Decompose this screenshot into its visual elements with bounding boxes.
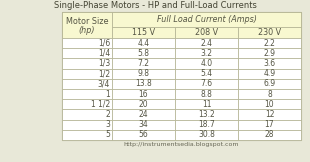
Text: 8.8: 8.8 bbox=[201, 90, 212, 99]
Bar bbox=[238, 48, 301, 58]
Text: 18.7: 18.7 bbox=[198, 120, 215, 129]
Bar bbox=[238, 69, 301, 79]
Text: 17: 17 bbox=[265, 120, 274, 129]
Bar bbox=[112, 12, 301, 27]
Text: 1/3: 1/3 bbox=[98, 59, 110, 68]
Bar bbox=[175, 130, 238, 140]
Bar bbox=[112, 120, 175, 130]
Bar bbox=[238, 38, 301, 48]
Text: Full Load Current (Amps): Full Load Current (Amps) bbox=[157, 15, 256, 24]
Text: 20: 20 bbox=[139, 100, 148, 109]
Text: Single-Phase Motors - HP and Full-Load Currents: Single-Phase Motors - HP and Full-Load C… bbox=[54, 0, 256, 10]
Text: 12: 12 bbox=[265, 110, 274, 119]
Bar bbox=[112, 109, 175, 120]
Text: 5.8: 5.8 bbox=[138, 49, 149, 58]
Text: 24: 24 bbox=[139, 110, 148, 119]
Bar bbox=[112, 38, 175, 48]
Text: 7.6: 7.6 bbox=[201, 79, 213, 88]
Text: 7.2: 7.2 bbox=[138, 59, 149, 68]
Bar bbox=[175, 79, 238, 89]
Bar bbox=[112, 48, 175, 58]
Bar bbox=[112, 99, 175, 109]
Text: 5.4: 5.4 bbox=[201, 69, 213, 78]
Text: 9.8: 9.8 bbox=[138, 69, 149, 78]
Bar bbox=[175, 38, 238, 48]
Bar bbox=[112, 69, 175, 79]
Bar bbox=[238, 27, 301, 38]
Bar bbox=[62, 130, 112, 140]
Bar bbox=[175, 69, 238, 79]
Bar bbox=[112, 79, 175, 89]
Text: 13.2: 13.2 bbox=[198, 110, 215, 119]
Bar bbox=[238, 79, 301, 89]
Text: 30.8: 30.8 bbox=[198, 130, 215, 139]
Text: 13.8: 13.8 bbox=[135, 79, 152, 88]
Text: 115 V: 115 V bbox=[132, 28, 155, 37]
Text: 2.9: 2.9 bbox=[264, 49, 276, 58]
Bar bbox=[112, 58, 175, 69]
Text: 11: 11 bbox=[202, 100, 211, 109]
Text: 6.9: 6.9 bbox=[264, 79, 276, 88]
Text: 1/6: 1/6 bbox=[98, 39, 110, 48]
Text: 28: 28 bbox=[265, 130, 274, 139]
Bar bbox=[62, 79, 112, 89]
Bar bbox=[175, 109, 238, 120]
Text: Motor Size: Motor Size bbox=[66, 17, 108, 26]
Bar bbox=[62, 12, 112, 38]
Bar bbox=[238, 130, 301, 140]
Bar bbox=[62, 12, 301, 140]
Text: 1: 1 bbox=[105, 90, 110, 99]
Text: 2: 2 bbox=[105, 110, 110, 119]
Text: 230 V: 230 V bbox=[258, 28, 281, 37]
Text: 5: 5 bbox=[105, 130, 110, 139]
Bar bbox=[62, 109, 112, 120]
Bar bbox=[175, 99, 238, 109]
Bar bbox=[175, 58, 238, 69]
Bar bbox=[175, 48, 238, 58]
Text: 16: 16 bbox=[139, 90, 148, 99]
Bar bbox=[238, 58, 301, 69]
Text: http://instrumentsedia.blogspot.com: http://instrumentsedia.blogspot.com bbox=[124, 142, 239, 147]
Text: 2.4: 2.4 bbox=[201, 39, 212, 48]
Text: 1 1/2: 1 1/2 bbox=[91, 100, 110, 109]
Bar bbox=[238, 120, 301, 130]
Bar bbox=[112, 89, 175, 99]
Bar bbox=[62, 69, 112, 79]
Bar bbox=[175, 120, 238, 130]
Text: 56: 56 bbox=[139, 130, 148, 139]
Bar bbox=[112, 130, 175, 140]
Text: 3/4: 3/4 bbox=[98, 79, 110, 88]
Bar bbox=[62, 99, 112, 109]
Bar bbox=[62, 89, 112, 99]
Bar bbox=[62, 58, 112, 69]
Bar bbox=[62, 120, 112, 130]
Text: 10: 10 bbox=[265, 100, 274, 109]
Bar bbox=[238, 99, 301, 109]
Bar bbox=[112, 27, 175, 38]
Text: 1/4: 1/4 bbox=[98, 49, 110, 58]
Text: 3.6: 3.6 bbox=[264, 59, 276, 68]
Text: 2.2: 2.2 bbox=[264, 39, 276, 48]
Text: 34: 34 bbox=[139, 120, 148, 129]
Text: (hp): (hp) bbox=[79, 26, 95, 35]
Bar bbox=[62, 38, 112, 48]
Bar bbox=[238, 89, 301, 99]
Bar bbox=[62, 48, 112, 58]
Text: 4.0: 4.0 bbox=[201, 59, 213, 68]
Bar bbox=[238, 109, 301, 120]
Text: 1/2: 1/2 bbox=[98, 69, 110, 78]
Text: 208 V: 208 V bbox=[195, 28, 218, 37]
Text: 3: 3 bbox=[105, 120, 110, 129]
Text: 4.9: 4.9 bbox=[264, 69, 276, 78]
Text: 3.2: 3.2 bbox=[201, 49, 212, 58]
Bar bbox=[175, 27, 238, 38]
Text: 4.4: 4.4 bbox=[137, 39, 149, 48]
Bar bbox=[175, 89, 238, 99]
Text: 8: 8 bbox=[267, 90, 272, 99]
